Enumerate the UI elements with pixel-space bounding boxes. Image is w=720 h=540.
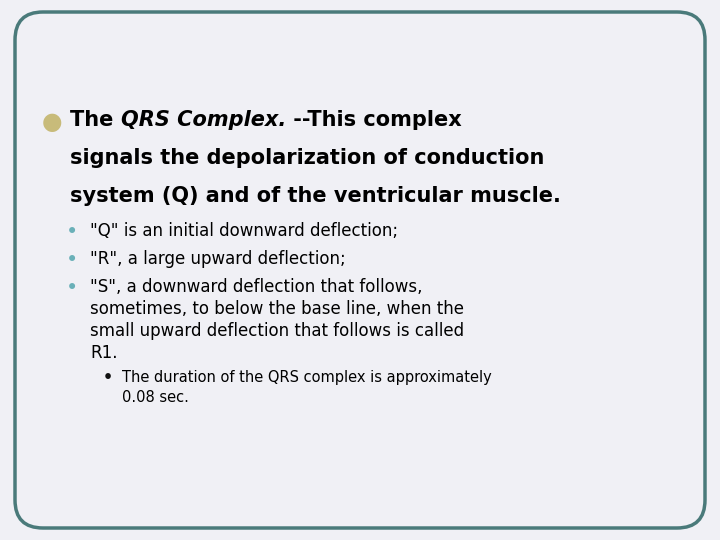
- Text: "Q" is an initial downward deflection;: "Q" is an initial downward deflection;: [90, 222, 398, 240]
- Text: signals the depolarization of conduction: signals the depolarization of conduction: [70, 148, 544, 168]
- Text: "S", a downward deflection that follows,: "S", a downward deflection that follows,: [90, 278, 423, 296]
- Text: •: •: [66, 250, 78, 270]
- Text: 0.08 sec.: 0.08 sec.: [122, 390, 189, 405]
- Text: The duration of the QRS complex is approximately: The duration of the QRS complex is appro…: [122, 370, 492, 385]
- Text: sometimes, to below the base line, when the: sometimes, to below the base line, when …: [90, 300, 464, 318]
- Text: "R", a large upward deflection;: "R", a large upward deflection;: [90, 250, 346, 268]
- Text: •: •: [66, 278, 78, 298]
- Text: QRS Complex.: QRS Complex.: [121, 110, 286, 130]
- Text: The: The: [70, 110, 121, 130]
- Text: --This complex: --This complex: [286, 110, 462, 130]
- Text: system (Q) and of the ventricular muscle.: system (Q) and of the ventricular muscle…: [70, 186, 561, 206]
- FancyBboxPatch shape: [15, 12, 705, 528]
- Text: ●: ●: [42, 110, 63, 134]
- Text: •: •: [103, 370, 113, 385]
- Text: R1.: R1.: [90, 344, 117, 362]
- Text: •: •: [66, 222, 78, 242]
- Text: small upward deflection that follows is called: small upward deflection that follows is …: [90, 322, 464, 340]
